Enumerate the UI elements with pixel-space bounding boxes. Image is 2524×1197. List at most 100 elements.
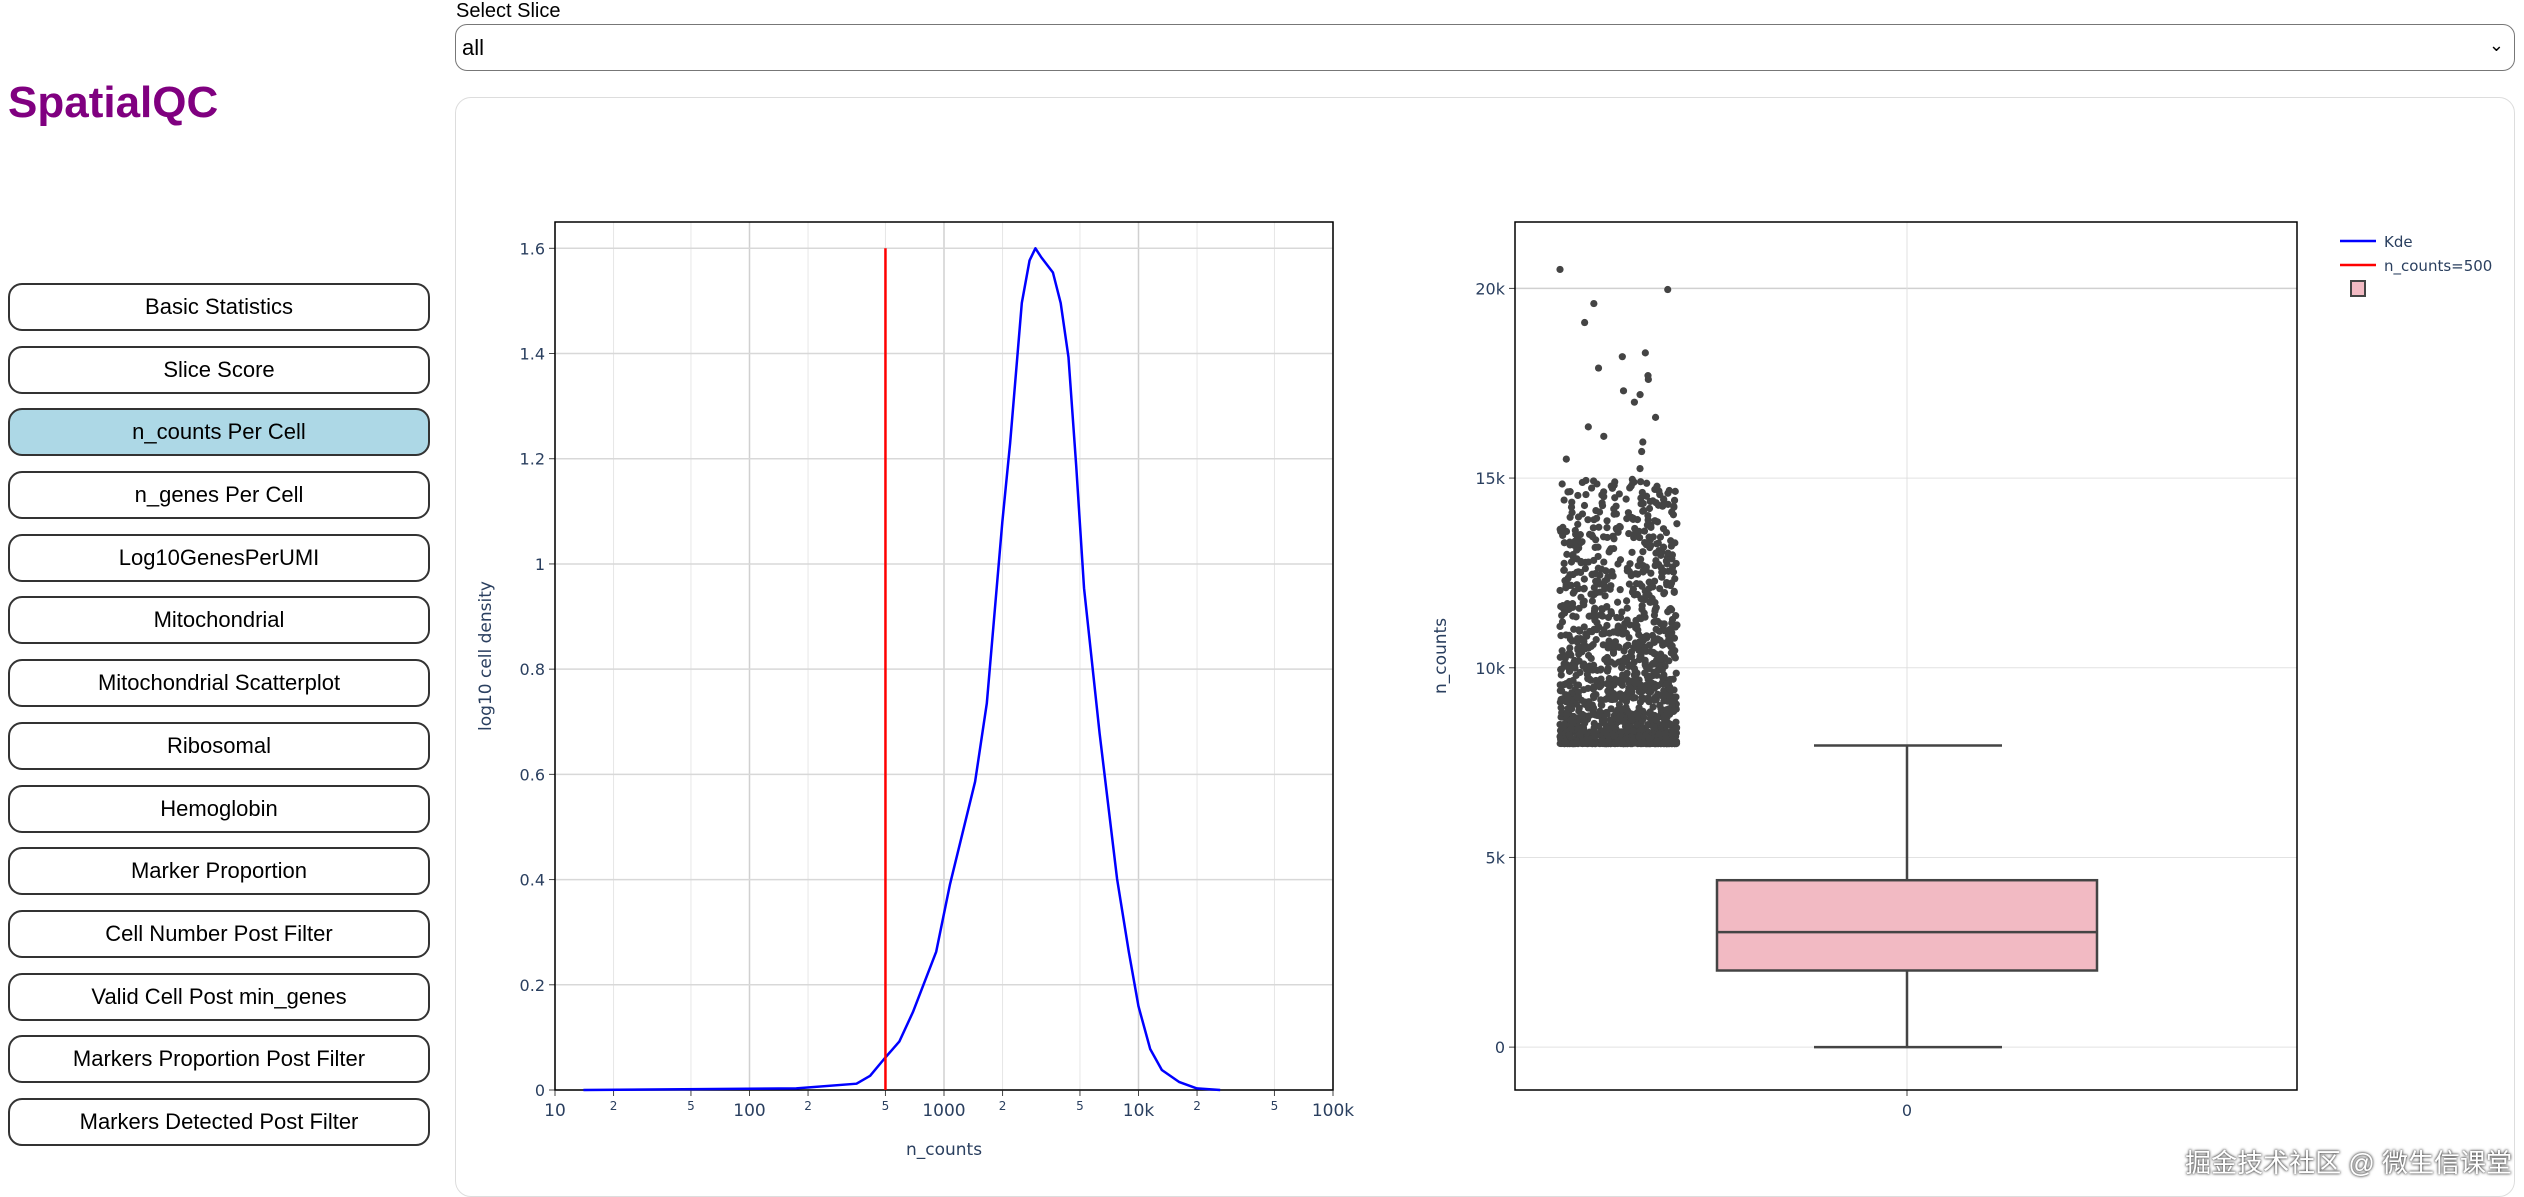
outlier-point (1593, 626, 1601, 634)
outlier-point (1620, 693, 1629, 701)
outlier-point (1592, 676, 1600, 685)
outlier-point (1601, 592, 1609, 600)
outlier-point (1629, 479, 1637, 487)
outlier-point (1670, 634, 1679, 642)
outlier-point (1610, 505, 1618, 513)
sidebar-button-log10genesperumi[interactable]: Log10GenesPerUMI (8, 533, 430, 582)
outlier-point (1609, 649, 1618, 657)
outlier-point (1567, 651, 1575, 659)
outlier-point (1575, 704, 1583, 712)
outlier-point (1562, 698, 1570, 706)
outlier-point (1639, 438, 1647, 446)
outlier-point (1667, 542, 1676, 550)
outlier-point (1573, 634, 1582, 643)
outlier-point (1602, 567, 1610, 575)
outlier-point (1655, 730, 1663, 738)
outlier-point (1669, 729, 1677, 737)
outlier-point (1631, 710, 1639, 718)
slice-select[interactable]: all ⌄ (455, 24, 2515, 71)
outlier-point (1582, 490, 1590, 499)
outlier-point (1645, 504, 1654, 513)
outlier-point (1623, 564, 1632, 572)
outlier-point (1629, 737, 1637, 745)
x-tick-label: 1000 (922, 1101, 965, 1121)
outlier-point (1652, 716, 1660, 724)
outlier-point (1616, 556, 1625, 564)
outlier-point (1603, 533, 1611, 542)
sidebar-button-slice-score[interactable]: Slice Score (8, 345, 430, 394)
y-tick-label: 0.6 (520, 765, 545, 784)
outlier-point (1578, 739, 1587, 748)
outlier-point (1647, 648, 1655, 656)
sidebar-button-valid-cell-post-min-genes[interactable]: Valid Cell Post min_genes (8, 972, 430, 1021)
slice-select-value: all (462, 34, 485, 60)
outlier-point (1668, 698, 1677, 706)
outlier-point (1654, 682, 1662, 690)
outlier-point (1656, 584, 1664, 593)
outlier-point (1561, 654, 1569, 662)
outlier-point (1622, 495, 1630, 503)
outlier-point (1586, 627, 1594, 636)
outlier-point (1579, 727, 1588, 735)
sidebar-button-basic-statistics[interactable]: Basic Statistics (8, 283, 430, 331)
outlier-point (1574, 568, 1582, 576)
sidebar-button-n-counts-per-cell[interactable]: n_counts Per Cell (8, 408, 430, 457)
outlier-point (1651, 696, 1659, 704)
outlier-point (1651, 413, 1660, 421)
outlier-point (1629, 514, 1638, 522)
outlier-point (1581, 700, 1589, 708)
outlier-point (1628, 588, 1637, 596)
sidebar-button-mitochondrial-scatterplot[interactable]: Mitochondrial Scatterplot (8, 659, 430, 708)
outlier-point (1595, 508, 1604, 516)
outlier-point (1581, 318, 1589, 327)
outlier-point (1665, 486, 1673, 495)
outlier-point (1625, 580, 1634, 588)
outlier-point (1577, 593, 1585, 601)
sidebar-button-hemoglobin[interactable]: Hemoglobin (8, 784, 430, 833)
outlier-point (1653, 482, 1661, 490)
outlier-point (1662, 528, 1671, 537)
outlier-point (1664, 567, 1673, 575)
select-slice-label: Select Slice (456, 0, 561, 22)
outlier-point (1643, 479, 1651, 487)
sidebar-button-ribosomal[interactable]: Ribosomal (8, 721, 430, 770)
outlier-point (1576, 668, 1584, 677)
outlier-point (1637, 595, 1645, 603)
outlier-point (1572, 739, 1581, 747)
outlier-point (1667, 643, 1675, 651)
outlier-point (1574, 491, 1582, 500)
outlier-point (1574, 681, 1583, 689)
outlier-point (1664, 285, 1672, 294)
outlier-point (1557, 671, 1565, 679)
outlier-point (1580, 623, 1588, 631)
sidebar-button-markers-proportion-post-filter[interactable]: Markers Proportion Post Filter (8, 1035, 430, 1084)
outlier-point (1650, 618, 1658, 626)
x-tick-label: 5 (1076, 1099, 1084, 1113)
outlier-point (1620, 647, 1628, 655)
outlier-point (1600, 558, 1608, 566)
outlier-point (1660, 671, 1668, 679)
outlier-point (1662, 557, 1670, 565)
outlier-point (1587, 676, 1595, 684)
sidebar-button-marker-proportion[interactable]: Marker Proportion (8, 847, 430, 896)
outlier-point (1637, 500, 1645, 508)
sidebar-button-cell-number-post-filter[interactable]: Cell Number Post Filter (8, 909, 430, 958)
outlier-point (1613, 613, 1621, 622)
outlier-point (1666, 710, 1674, 718)
outlier-point (1635, 687, 1643, 696)
y-axis-title: log10 cell density (476, 581, 496, 731)
kde-line (583, 247, 1221, 1092)
y-tick-label: 10k (1475, 659, 1505, 678)
outlier-point (1560, 496, 1568, 504)
outlier-point (1670, 740, 1679, 748)
outlier-point (1596, 707, 1604, 716)
outlier-point (1598, 499, 1606, 507)
outlier-point (1618, 663, 1626, 672)
outlier-point (1574, 520, 1582, 528)
x-tick-label: 100 (733, 1101, 765, 1121)
sidebar-button-n-genes-per-cell[interactable]: n_genes Per Cell (8, 471, 430, 520)
sidebar-button-mitochondrial[interactable]: Mitochondrial (8, 596, 430, 645)
outlier-point (1637, 494, 1645, 502)
sidebar-button-markers-detected-post-filter[interactable]: Markers Detected Post Filter (8, 1097, 430, 1146)
